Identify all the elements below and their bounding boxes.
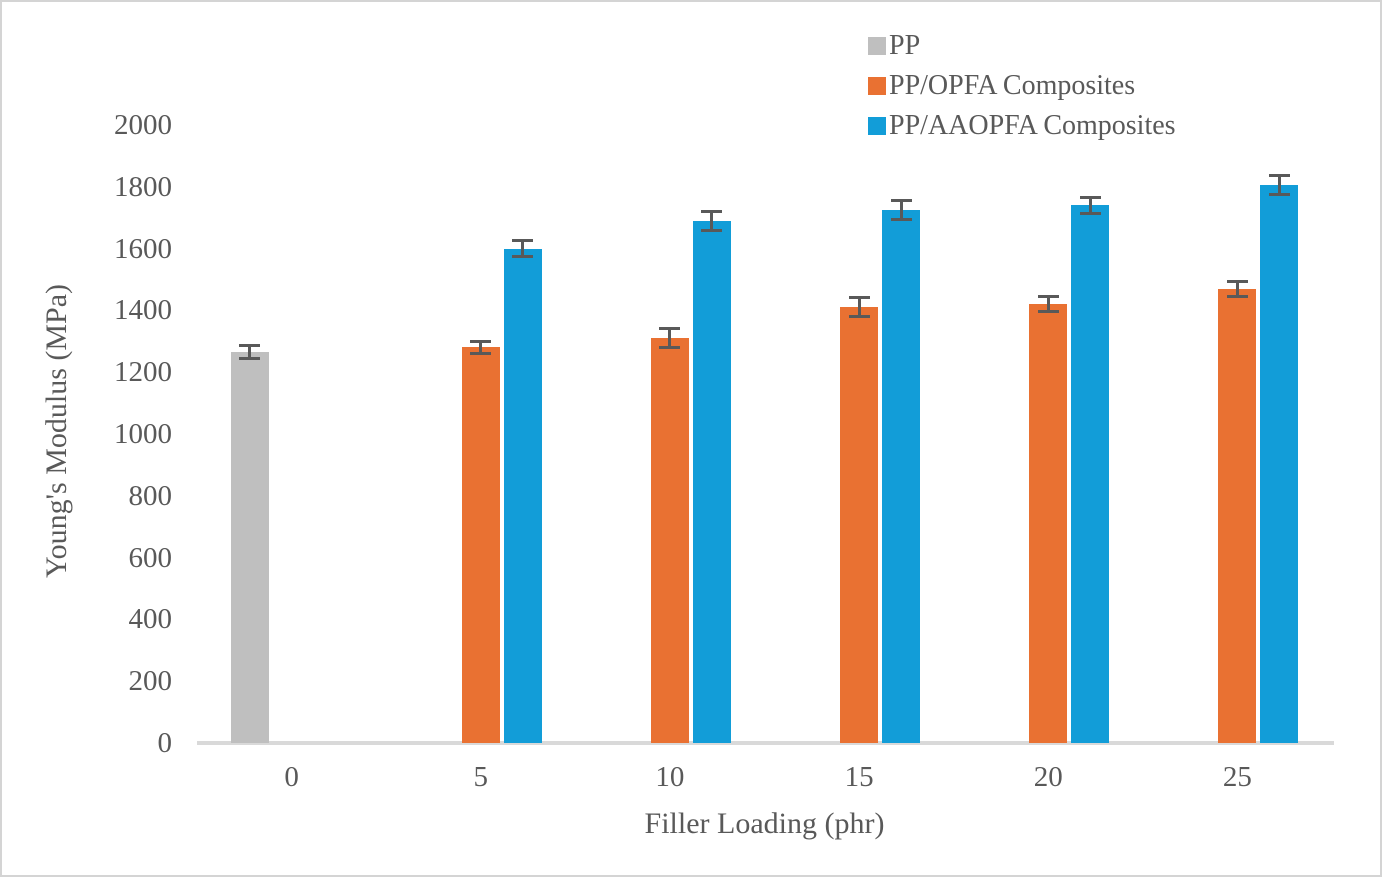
error-bar-cap-top — [239, 344, 261, 348]
error-bar-line — [1046, 294, 1050, 314]
legend-item: PP — [868, 26, 1176, 66]
error-bar — [1268, 174, 1290, 197]
error-bar-cap-bottom — [1226, 295, 1248, 299]
error-bar-cap-bottom — [848, 315, 870, 319]
error-bar-cap-bottom — [659, 346, 681, 350]
error-bar-cap-top — [659, 327, 681, 331]
error-bar-cap-bottom — [1037, 310, 1059, 314]
error-bar — [239, 344, 261, 360]
y-tick-label: 200 — [128, 665, 173, 698]
y-tick-label: 600 — [128, 541, 173, 574]
error-bar — [512, 239, 534, 258]
x-tick-label: 5 — [473, 761, 489, 793]
error-bar — [470, 339, 492, 356]
error-bar-cap-top — [701, 209, 723, 213]
y-tick-label: 1600 — [114, 232, 172, 265]
error-bar-line — [521, 239, 525, 258]
x-axis-line — [197, 741, 1334, 745]
bar-pp-opfa-composites-10 — [650, 338, 689, 743]
error-bar-line — [1088, 196, 1092, 215]
bar-pp-opfa-composites-5 — [461, 347, 500, 743]
chart-legend: PP PP/OPFA Composites PP/AAOPFA Composites — [868, 26, 1176, 146]
error-bar-cap-bottom — [890, 217, 912, 221]
error-bar-line — [899, 199, 903, 221]
y-tick-label: 1800 — [114, 170, 172, 203]
error-bar-cap-top — [890, 199, 912, 203]
error-bar — [848, 296, 870, 319]
legend-label: PP/AAOPFA Composites — [889, 110, 1176, 141]
error-bar-cap-bottom — [701, 228, 723, 232]
error-bar-cap-bottom — [1268, 193, 1290, 197]
y-tick-label: 400 — [128, 603, 173, 636]
x-axis-title: Filler Loading (phr) — [644, 807, 885, 840]
bar-pp-0 — [230, 352, 269, 743]
x-tick-label: 15 — [844, 761, 874, 793]
error-bar-cap-top — [1037, 294, 1059, 298]
x-tick-label: 10 — [655, 761, 685, 793]
bar-pp-aaopfa-composites-10 — [692, 220, 731, 743]
error-bar-cap-bottom — [239, 356, 261, 360]
error-bar — [1079, 196, 1101, 215]
y-tick-label: 1200 — [114, 356, 172, 389]
x-tick-label: 0 — [284, 761, 299, 793]
error-bar-line — [1235, 279, 1239, 299]
error-bar-line — [248, 344, 252, 360]
legend-item: PP/AAOPFA Composites — [868, 106, 1176, 146]
error-bar-cap-top — [1079, 196, 1101, 200]
y-tick-label: 800 — [128, 479, 173, 512]
legend-swatch-icon — [868, 77, 886, 95]
error-bar-line — [710, 209, 714, 232]
error-bar-cap-bottom — [470, 352, 492, 356]
y-tick-label: 1000 — [114, 418, 172, 450]
error-bar-cap-top — [1226, 279, 1248, 283]
x-tick-label: 25 — [1222, 761, 1252, 793]
y-tick-label: 2000 — [114, 109, 172, 141]
bar-pp-aaopfa-composites-15 — [882, 209, 921, 743]
bar-pp-opfa-composites-20 — [1029, 304, 1068, 743]
error-bar-cap-bottom — [1079, 211, 1101, 215]
bar-pp-opfa-composites-25 — [1218, 288, 1257, 743]
error-bar-line — [479, 339, 483, 356]
error-bar-cap-top — [512, 239, 534, 243]
bar-pp-aaopfa-composites-5 — [503, 248, 542, 743]
error-bar — [659, 327, 681, 350]
legend-label: PP/OPFA Composites — [889, 70, 1136, 101]
error-bar — [1037, 294, 1059, 314]
legend-swatch-icon — [868, 37, 886, 55]
y-tick-label: 1400 — [114, 294, 172, 327]
error-bar-line — [857, 296, 861, 319]
error-bar-line — [1277, 174, 1281, 197]
error-bar-cap-top — [470, 339, 492, 343]
bar-pp-opfa-composites-15 — [840, 307, 879, 743]
error-bar-cap-top — [848, 296, 870, 300]
legend-item: PP/OPFA Composites — [868, 66, 1176, 106]
legend-swatch-icon — [868, 117, 886, 135]
error-bar — [1226, 279, 1248, 299]
error-bar-line — [668, 327, 672, 350]
error-bar — [701, 209, 723, 232]
bar-pp-aaopfa-composites-25 — [1260, 185, 1299, 743]
error-bar — [890, 199, 912, 221]
y-tick-label: 0 — [157, 727, 173, 759]
legend-label: PP — [889, 30, 921, 61]
x-tick-label: 20 — [1033, 761, 1063, 793]
error-bar-cap-top — [1268, 174, 1290, 178]
error-bar-cap-bottom — [512, 254, 534, 258]
bar-pp-aaopfa-composites-20 — [1071, 205, 1110, 743]
